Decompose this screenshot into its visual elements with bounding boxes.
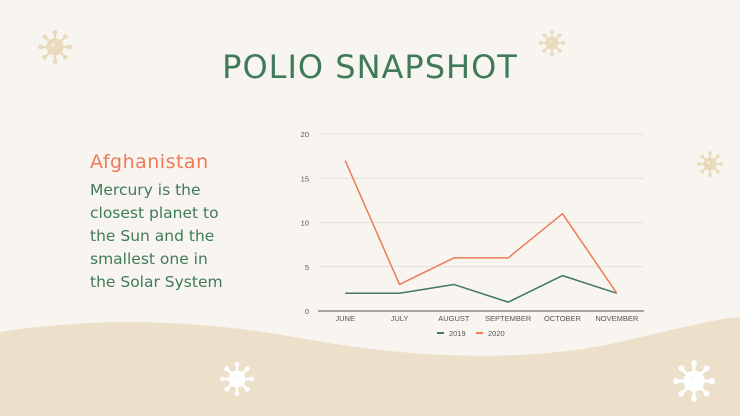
- series-line-2020: [344, 160, 618, 294]
- legend-label: 2020: [488, 329, 505, 338]
- y-tick-label: 10: [301, 219, 309, 228]
- virus-icon: [697, 151, 723, 177]
- series-line-2019: [345, 274, 618, 303]
- legend-label: 2019: [449, 329, 466, 338]
- x-tick-label: JUNE: [335, 314, 355, 323]
- x-tick-label: OCTOBER: [544, 314, 582, 323]
- virus-icon: [673, 360, 715, 402]
- y-tick-label: 5: [305, 263, 309, 272]
- virus-icon: [38, 30, 72, 64]
- country-heading: Afghanistan: [90, 151, 209, 173]
- virus-icon: [539, 30, 565, 56]
- x-tick-label: AUGUST: [438, 314, 470, 323]
- x-tick-label: NOVEMBER: [595, 314, 639, 323]
- y-tick-label: 20: [301, 130, 309, 139]
- x-tick-label: SEPTEMBER: [485, 314, 532, 323]
- country-description: Mercury is the closest planet to the Sun…: [90, 181, 223, 291]
- y-tick-label: 15: [301, 174, 309, 183]
- y-tick-label: 0: [305, 307, 309, 316]
- x-tick-label: JULY: [391, 314, 409, 323]
- virus-icon: [220, 362, 254, 396]
- slide-title: POLIO SNAPSHOT: [222, 48, 518, 86]
